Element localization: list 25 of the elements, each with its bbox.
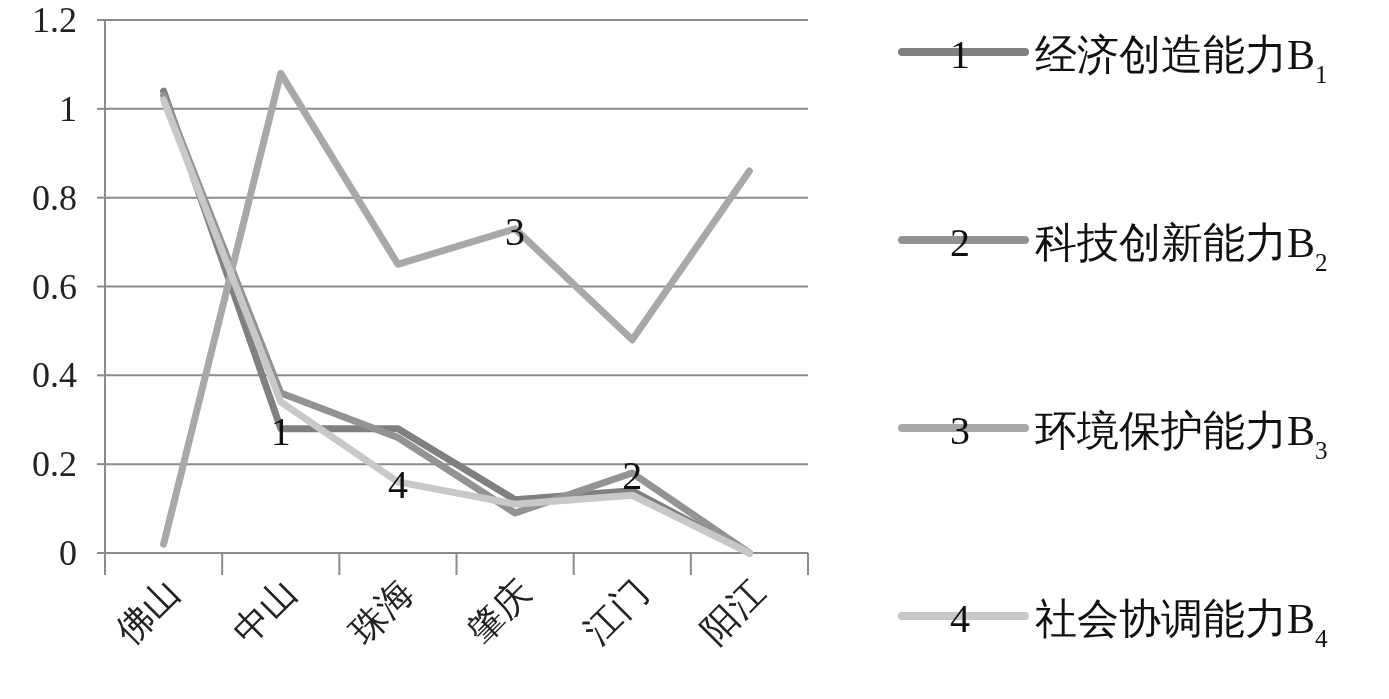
annotation: 2	[622, 453, 643, 499]
annotation: 3	[505, 208, 526, 254]
legend-label: 环境保护能力B$_{3}$	[1035, 408, 1328, 464]
text: 1	[950, 32, 970, 77]
annotation: 4	[387, 461, 408, 507]
x-tick-label: 佛山	[108, 572, 188, 652]
y-tick-label: 0.2	[32, 444, 77, 485]
annotation: 1	[270, 408, 291, 454]
y-tick-label: 1	[59, 88, 77, 129]
legend-label: 经济创造能力B$_{1}$	[1035, 32, 1328, 88]
text: 3	[950, 408, 970, 453]
text: 4	[950, 596, 970, 641]
legend-label: 科技创新能力B$_{2}$	[1035, 220, 1328, 276]
y-tick-label: 0.8	[32, 177, 77, 218]
legend-label: 社会协调能力B$_{4}$	[1035, 596, 1329, 652]
x-tick-label: 江门	[576, 572, 656, 652]
y-tick-label: 0.6	[32, 266, 77, 307]
text: 2	[950, 220, 970, 265]
y-tick-label: 0	[59, 533, 77, 573]
x-tick-label: 中山	[225, 572, 305, 652]
y-tick-label: 0.4	[32, 355, 77, 396]
x-tick-label: 珠海	[342, 572, 422, 652]
x-tick-label: 阳江	[693, 572, 774, 652]
x-tick-label: 肇庆	[459, 572, 539, 652]
y-tick-label: 1.2	[32, 0, 77, 40]
